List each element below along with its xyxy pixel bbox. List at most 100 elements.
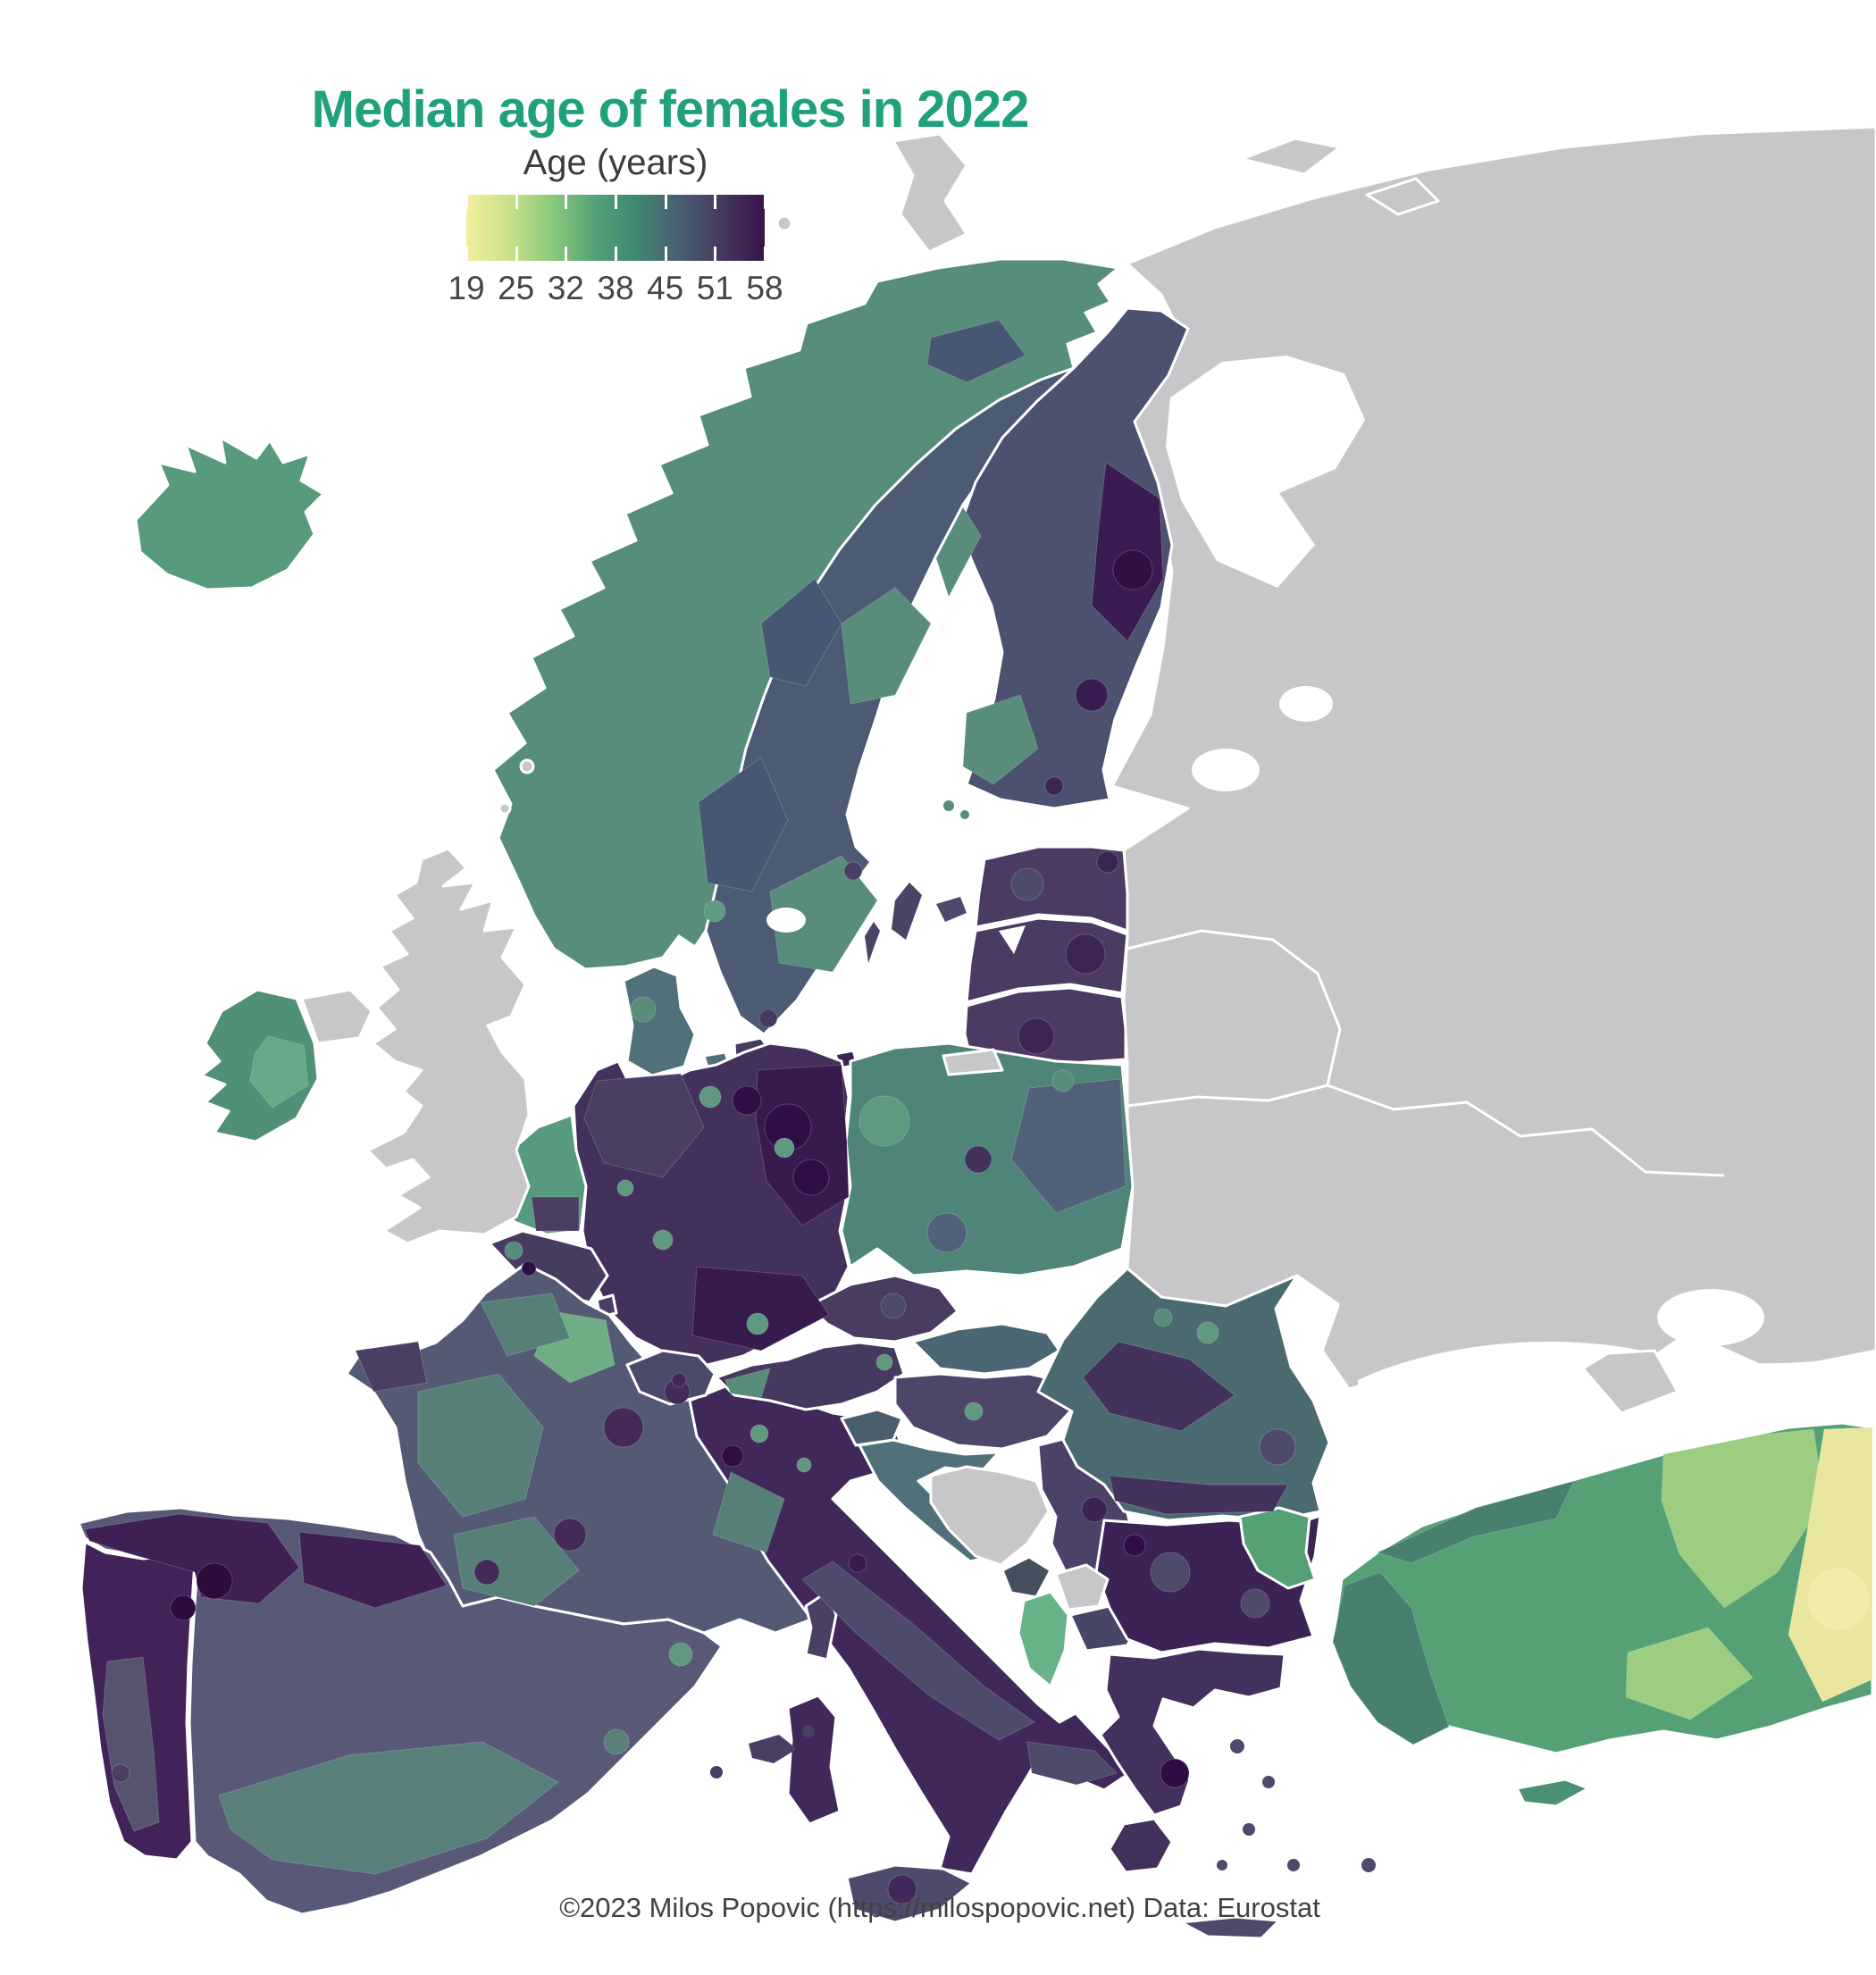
- country-slovenia: [840, 1408, 904, 1447]
- island-cyclades: [1217, 1860, 1227, 1870]
- island-arctic-2: [1365, 177, 1440, 216]
- region-kaliningrad: [942, 1048, 1004, 1076]
- country-austria: [715, 1341, 906, 1411]
- region-patch-poland-green2: [1051, 1069, 1075, 1092]
- legend-tick: [465, 195, 468, 261]
- island-novaya-zemlya: [892, 132, 968, 254]
- legend-tick-label: 51: [696, 270, 733, 306]
- country-slovakia: [911, 1322, 1061, 1376]
- legend-tick-label: 19: [448, 270, 485, 306]
- region-patches-group: [84, 319, 1873, 1904]
- region-patch-sweden-2: [769, 855, 878, 973]
- page-title: Median age of females in 2022: [311, 80, 1030, 138]
- region-patch-italy-deep: [721, 1444, 744, 1468]
- country-switzerland: [625, 1349, 716, 1406]
- region-patch-portugal-deep: [170, 1594, 197, 1621]
- region-patch-poland-slate2: [926, 1212, 967, 1253]
- legend-tick: [764, 195, 766, 261]
- region-patch-latvia-dark: [1065, 933, 1106, 975]
- island-aland-1: [943, 800, 954, 811]
- region-patch-budapest: [964, 1402, 984, 1421]
- region-patch-france-purple2: [553, 1518, 587, 1552]
- region-patch-france-purple4: [473, 1559, 500, 1586]
- region-patch-norway-3: [926, 319, 1026, 383]
- legend-tick: [515, 195, 518, 261]
- region-patch-bulgaria-slate2: [1240, 1588, 1270, 1619]
- country-kosovo: [1054, 1563, 1110, 1611]
- island-crete: [1179, 1915, 1281, 1940]
- island-cyprus: [1515, 1778, 1590, 1808]
- gulf-of-finland: [967, 793, 1181, 847]
- legend-label: Age (years): [523, 143, 708, 182]
- region-patch-spain-south: [218, 1741, 559, 1875]
- region-patch-estonia-slate: [1010, 867, 1044, 901]
- region-patch-czech-slate: [880, 1293, 907, 1319]
- region-patch-sicily-purple: [887, 1874, 917, 1904]
- island-ibiza: [710, 1766, 723, 1778]
- island-saaremaa: [936, 897, 967, 922]
- lake-onega: [1279, 686, 1333, 722]
- region-patch-finland-dark2: [1075, 678, 1109, 712]
- island-aegean-1: [1230, 1739, 1244, 1753]
- region-patch-po-green1: [750, 1424, 769, 1444]
- region-patch-oslo: [703, 900, 726, 923]
- region-patch-turkey-far-east: [1788, 1427, 1873, 1703]
- island-aegean-3: [1243, 1823, 1255, 1836]
- country-united-kingdom: [366, 847, 531, 1245]
- gray-countries-group: [300, 758, 1110, 1611]
- region-patch-france-purple1: [603, 1407, 644, 1448]
- white-sea: [1166, 356, 1365, 588]
- island-gotland: [892, 883, 922, 940]
- legend-tick-label: 25: [498, 270, 535, 306]
- region-patch-turkey-east: [1661, 1428, 1825, 1609]
- region-patch-austria-green: [724, 1368, 771, 1399]
- region-patch-romania-south: [1109, 1475, 1289, 1515]
- legend-tick: [615, 195, 617, 261]
- country-montenegro: [1001, 1555, 1052, 1599]
- island-mallorca: [749, 1735, 797, 1763]
- sea-of-azov: [1657, 1289, 1764, 1346]
- country-iceland: [134, 436, 325, 591]
- region-patch-po-green2: [796, 1457, 812, 1473]
- legend-tick: [714, 195, 717, 261]
- region-patch-finland-deep: [1112, 549, 1153, 590]
- island-menorca: [802, 1725, 815, 1737]
- island-jan-mayen: [775, 214, 793, 232]
- island-aland-2: [960, 810, 969, 819]
- region-patch-valencia: [603, 1728, 630, 1755]
- legend-tick-label: 32: [547, 270, 584, 306]
- country-bosnia: [929, 1465, 1051, 1567]
- region-patch-sweden-3: [935, 506, 982, 598]
- region-patch-catalonia: [668, 1642, 693, 1667]
- lake-ladoga: [1192, 749, 1260, 791]
- region-patch-poland-purple: [964, 1145, 992, 1174]
- region-patch-norway-1: [698, 757, 789, 892]
- border-ukraine-russia: [1327, 1084, 1725, 1177]
- region-patch-portugal-coast: [102, 1656, 160, 1832]
- island-arctic-1: [1240, 137, 1342, 176]
- region-patch-romania-green1: [1196, 1321, 1219, 1344]
- country-denmark-jutland: [622, 965, 697, 1077]
- region-patch-denmark-green: [630, 996, 657, 1023]
- legend-tick-label: 38: [597, 270, 634, 306]
- legend-tick-label: 58: [746, 270, 783, 306]
- island-sardinia: [786, 1694, 842, 1826]
- region-patch-poland-east: [1010, 1078, 1126, 1214]
- region-patch-italy-south: [1026, 1741, 1118, 1786]
- region-patch-frankfurt: [652, 1229, 674, 1251]
- region-patch-norway-2: [760, 578, 842, 687]
- region-patch-poland-green: [858, 1095, 910, 1147]
- region-patch-helsinki: [1044, 776, 1064, 796]
- region-patch-spain-deep: [196, 1562, 233, 1600]
- legend-tick: [664, 195, 667, 261]
- gulf-of-riga: [999, 925, 1026, 954]
- region-patch-germany-deep3: [732, 1085, 762, 1116]
- country-turkey-thrace: [1238, 1506, 1317, 1590]
- region-patch-bulgaria-slate1: [1150, 1552, 1191, 1593]
- small-islands-group: [710, 800, 1376, 1872]
- legend-gradient-bar: [465, 195, 766, 261]
- region-patch-germany-south: [691, 1266, 830, 1352]
- region-patch-romania-purple: [1082, 1341, 1235, 1432]
